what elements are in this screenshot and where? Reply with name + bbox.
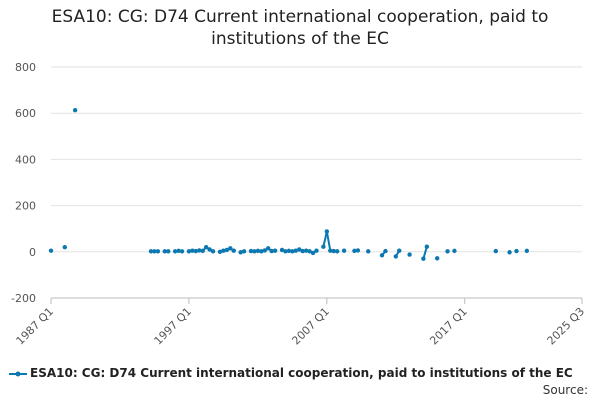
data-point xyxy=(300,248,305,254)
data-point xyxy=(314,248,319,253)
chart-title-line-2: institutions of the EC xyxy=(211,29,389,49)
y-tick-label: 0 xyxy=(29,246,36,259)
data-point xyxy=(352,248,357,254)
y-tick-label: 600 xyxy=(15,107,36,120)
data-point xyxy=(328,248,333,253)
chart-title-line-1: ESA10: CG: D74 Current international coo… xyxy=(51,7,549,27)
data-point xyxy=(207,247,212,252)
data-point xyxy=(228,246,233,251)
data-point xyxy=(166,249,171,254)
data-point xyxy=(393,254,399,259)
data-point xyxy=(197,248,202,253)
data-point xyxy=(321,244,326,249)
data-point xyxy=(334,249,340,254)
data-point xyxy=(324,229,330,234)
data-point xyxy=(162,249,167,254)
data-point xyxy=(366,249,371,254)
data-point xyxy=(248,248,254,254)
chart-title: ESA10: CG: D74 Current international coo… xyxy=(0,6,600,50)
x-tick-label: 1987 Q1 xyxy=(14,305,57,348)
legend-series-label: ESA10: CG: D74 Current international coo… xyxy=(30,366,573,380)
data-point xyxy=(186,249,192,254)
series-line-segment xyxy=(322,230,328,248)
y-tick-label: 200 xyxy=(15,200,36,213)
data-point xyxy=(297,247,302,252)
data-point xyxy=(241,249,247,254)
legend[interactable]: ESA10: CG: D74 Current international coo… xyxy=(8,366,594,384)
source-label: Source: xyxy=(542,383,588,397)
data-point xyxy=(355,248,361,253)
data-point xyxy=(172,249,178,254)
data-point xyxy=(307,249,312,254)
data-point xyxy=(210,249,216,254)
y-tick-label: -200 xyxy=(11,292,36,305)
grid-lines xyxy=(51,66,582,299)
data-point xyxy=(193,248,199,254)
data-point xyxy=(383,248,388,254)
data-point xyxy=(224,247,230,253)
series-lines xyxy=(149,230,428,260)
data-point xyxy=(514,248,519,254)
data-point xyxy=(255,248,261,254)
data-point xyxy=(179,249,185,254)
data-point xyxy=(152,249,157,254)
data-point xyxy=(252,249,257,254)
x-tick-label: 1997 Q1 xyxy=(152,305,195,348)
data-point xyxy=(452,248,457,254)
data-point xyxy=(286,248,292,254)
data-point xyxy=(293,248,299,253)
data-point xyxy=(303,248,309,253)
data-point xyxy=(341,248,347,253)
data-point xyxy=(48,248,54,253)
data-point xyxy=(148,249,154,254)
data-point xyxy=(62,244,67,250)
legend-series-marker xyxy=(9,371,27,377)
data-point xyxy=(200,248,205,254)
y-tick-label: 800 xyxy=(15,61,36,74)
data-point xyxy=(155,249,161,254)
data-point xyxy=(379,253,385,258)
data-point xyxy=(434,256,440,261)
data-point xyxy=(217,249,223,254)
data-points xyxy=(48,107,530,261)
data-point xyxy=(176,248,181,254)
data-point xyxy=(238,250,243,255)
data-point xyxy=(445,249,450,254)
y-tick-label: 400 xyxy=(15,153,36,166)
data-point xyxy=(269,248,274,254)
x-tick-label: 2007 Q1 xyxy=(289,305,332,348)
data-point xyxy=(524,248,530,254)
data-point xyxy=(279,247,285,253)
data-point xyxy=(331,248,336,254)
data-point xyxy=(221,248,226,253)
data-point xyxy=(190,248,195,253)
data-point xyxy=(231,248,236,253)
data-point xyxy=(424,244,430,249)
data-point xyxy=(259,249,264,254)
data-point xyxy=(272,248,278,253)
data-point xyxy=(310,250,316,256)
data-point xyxy=(507,250,512,255)
x-tick-label: 2025 Q3 xyxy=(545,305,588,348)
data-point xyxy=(72,107,78,113)
data-point xyxy=(203,244,209,250)
data-point xyxy=(290,249,295,254)
data-point xyxy=(421,256,426,261)
data-point xyxy=(397,248,402,253)
series-line-segment xyxy=(325,230,332,252)
data-point xyxy=(262,248,267,253)
data-point xyxy=(283,249,288,254)
data-point xyxy=(266,246,271,251)
data-point xyxy=(407,252,412,257)
data-point xyxy=(493,248,498,254)
x-tick-label: 2017 Q1 xyxy=(427,305,470,348)
